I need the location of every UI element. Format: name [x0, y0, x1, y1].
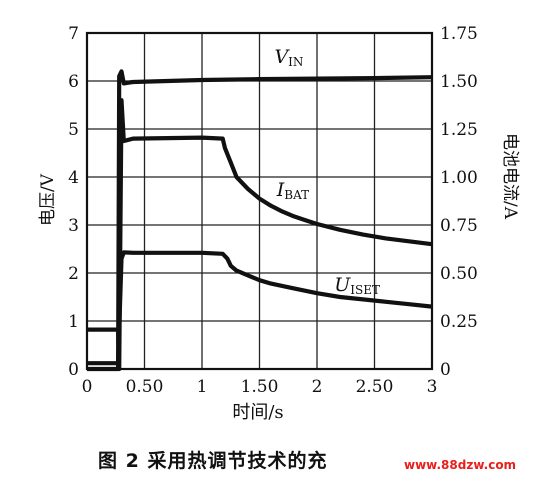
left-tick-label: 0 [68, 360, 79, 380]
series-line [87, 98, 433, 372]
right-tick-label: 1.25 [440, 120, 478, 140]
x-tick-label: 2 [312, 377, 323, 397]
right-tick-label: 0.25 [440, 312, 478, 332]
x-axis-ticks: 0 0.50 1 1.50 2 2.50 3 [82, 377, 438, 397]
right-tick-label: 0.50 [440, 264, 478, 284]
left-tick-label: 6 [68, 72, 79, 92]
figure-caption: 图 2 采用热调节技术的充 [98, 450, 328, 472]
right-axis-ticks: 0 0.25 0.50 0.75 1.00 1.25 1.50 1.75 [440, 24, 478, 380]
right-axis-label: 电池电流/A [500, 133, 520, 220]
series-label: IBAT [276, 179, 309, 202]
right-tick-label: 1.00 [440, 168, 478, 188]
right-tick-label: 0 [440, 360, 451, 380]
series-label: VIN [274, 46, 303, 69]
watermark-text: www.88dzw.com [404, 458, 517, 472]
x-tick-label: 0.50 [126, 377, 164, 397]
series-label: UISET [334, 274, 380, 297]
right-tick-label: 1.75 [440, 24, 478, 44]
plot-frame [85, 31, 434, 371]
left-tick-label: 5 [68, 120, 79, 140]
left-tick-label: 1 [68, 312, 79, 332]
series-layer [87, 69, 433, 372]
series-labels: VIN IBAT UISET [274, 46, 380, 297]
x-tick-label: 1 [197, 377, 208, 397]
x-axis-label: 时间/s [232, 402, 283, 423]
left-tick-label: 7 [68, 24, 79, 44]
right-tick-label: 0.75 [440, 216, 478, 236]
left-axis-label: 电压/V [38, 173, 58, 226]
right-tick-label: 1.50 [440, 72, 478, 92]
x-tick-label: 2.50 [356, 377, 394, 397]
x-tick-label: 0 [82, 377, 93, 397]
series-line [87, 250, 433, 366]
x-tick-label: 3 [427, 377, 438, 397]
left-axis-ticks: 0 1 2 3 4 5 6 7 [68, 24, 79, 380]
left-tick-label: 4 [68, 168, 79, 188]
left-tick-label: 2 [68, 264, 79, 284]
left-tick-label: 3 [68, 216, 79, 236]
x-tick-label: 1.50 [241, 377, 279, 397]
